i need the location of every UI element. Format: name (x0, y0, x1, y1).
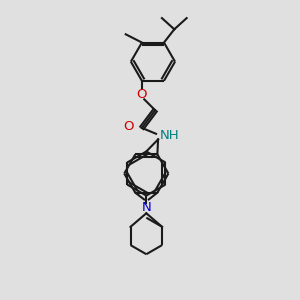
Text: NH: NH (160, 129, 179, 142)
Text: N: N (141, 202, 151, 214)
Text: O: O (137, 88, 147, 100)
Text: O: O (123, 120, 134, 133)
